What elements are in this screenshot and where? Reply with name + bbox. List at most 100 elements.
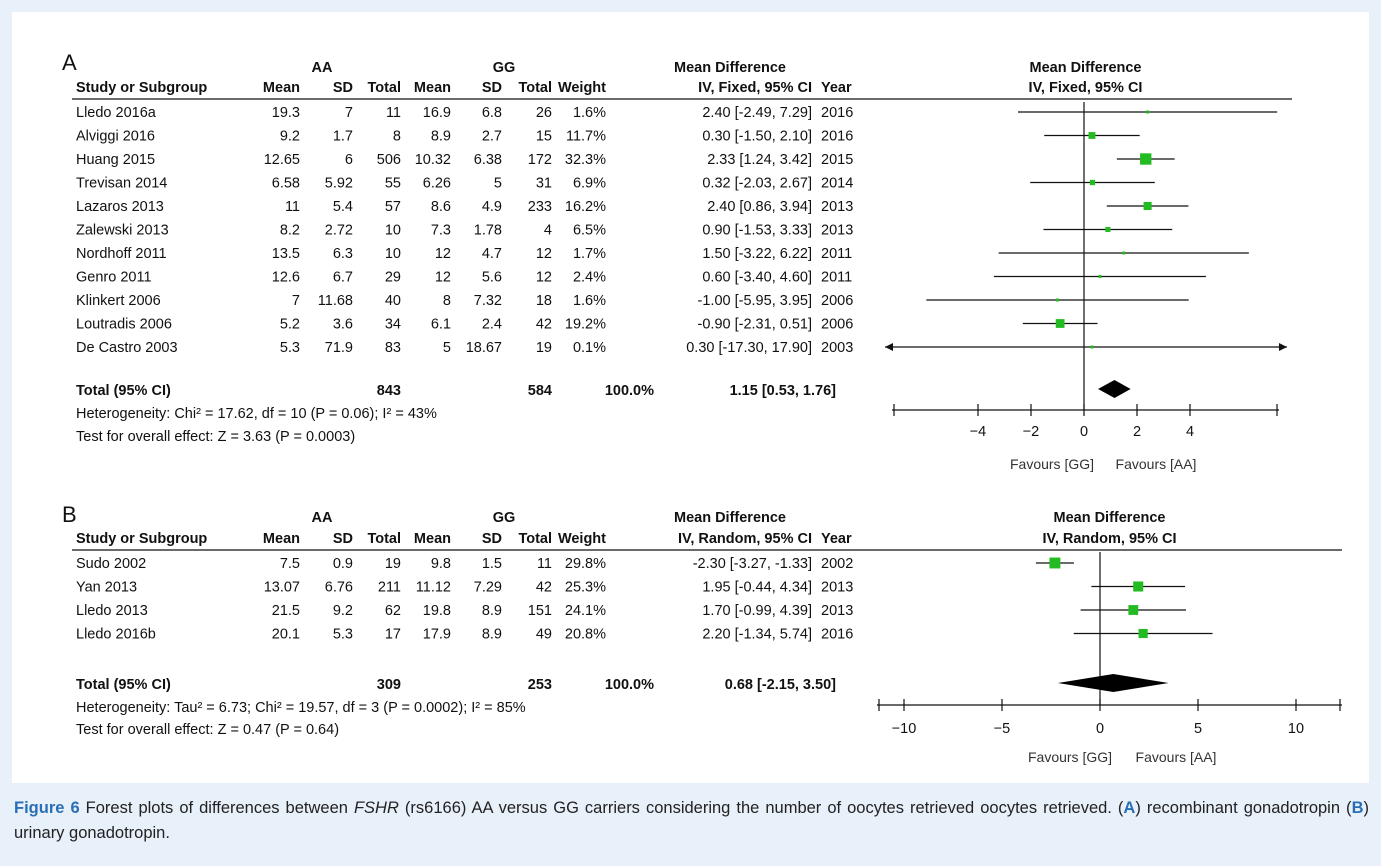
panel-b-total-ci: 0.68 [-2.15, 3.50] xyxy=(725,677,836,693)
panel-b-row-0-year: 2002 xyxy=(821,556,853,572)
panel-a-row-2-mean1: 12.65 xyxy=(264,152,300,168)
panel-a-row-2-total2: 172 xyxy=(528,152,552,168)
panel-a-favours-left: Favours [GG] xyxy=(1010,456,1094,472)
panel-a-row-0-mean1: 19.3 xyxy=(272,105,300,121)
panel-a-header-9: Year xyxy=(821,80,852,96)
panel-a-row-3-total1: 55 xyxy=(385,176,401,192)
panel-a-row-10-arrow-right xyxy=(1279,343,1287,351)
panel-a-row-1-sd1: 1.7 xyxy=(333,129,353,145)
panel-b-row-3-sd1: 5.3 xyxy=(333,627,353,643)
panel-a-header-3: Total xyxy=(367,80,401,96)
panel-a-row-9-mean2: 6.1 xyxy=(431,317,451,333)
panel-b-row-3-year: 2016 xyxy=(821,627,853,643)
panel-a-row-4-sd2: 4.9 xyxy=(482,199,502,215)
panel-a-row-8-mean1: 7 xyxy=(292,293,300,309)
panel-b-header-6: Total xyxy=(518,531,552,547)
panel-b-header-9: Year xyxy=(821,531,852,547)
panel-b-row-2-sd2: 8.9 xyxy=(482,603,502,619)
panel-b-total-n2: 253 xyxy=(528,677,552,693)
panel-b-header-3: Total xyxy=(367,531,401,547)
panel-a-total-label: Total (95% CI) xyxy=(76,383,171,399)
panel-b-row-3-mean2: 17.9 xyxy=(423,627,451,643)
panel-a-row-9-mean1: 5.2 xyxy=(280,317,300,333)
panel-a-favours-right: Favours [AA] xyxy=(1116,456,1197,472)
panel-a-row-6-total1: 10 xyxy=(385,246,401,262)
panel-a-row-0-total1: 11 xyxy=(386,105,401,121)
panel-a-row-9-year: 2006 xyxy=(821,317,853,333)
panel-a-row-1-study: Alviggi 2016 xyxy=(76,129,155,145)
panel-b-group2-label: GG xyxy=(493,510,516,526)
panel-b-row-3-ci: 2.20 [-1.34, 5.74] xyxy=(702,627,812,643)
panel-b-row-0-sd1: 0.9 xyxy=(333,556,353,572)
panel-b-row-2-ci: 1.70 [-0.99, 4.39] xyxy=(702,603,812,619)
panel-a-row-1-weight: 11.7% xyxy=(566,129,606,145)
panel-b-letter: B xyxy=(62,502,77,527)
panel-b-plot-subtitle: IV, Random, 95% CI xyxy=(1042,531,1176,547)
panel-b-row-2-marker xyxy=(1128,605,1139,615)
panel-a-row-4-study: Lazaros 2013 xyxy=(76,199,164,215)
panel-a-row-7-total2: 12 xyxy=(536,270,552,286)
panel-a-row-4-marker xyxy=(1143,201,1152,211)
panel-a-row-2-year: 2015 xyxy=(821,152,853,168)
panel-a-row-1-year: 2016 xyxy=(821,129,853,145)
caption-text-4: ) urinary gonadotropin. xyxy=(14,799,1369,842)
panel-a-tick-label-4: 4 xyxy=(1186,424,1194,440)
panel-a-row-4-total1: 57 xyxy=(385,199,401,215)
panel-a-row-5-mean2: 7.3 xyxy=(431,223,451,239)
panel-a-row-8-study: Klinkert 2006 xyxy=(76,293,161,309)
panel-a-row-7-ci: 0.60 [-3.40, 4.60] xyxy=(702,270,812,286)
panel-a-tick-label-3: 2 xyxy=(1133,424,1141,440)
panel-b-row-3-study: Lledo 2016b xyxy=(76,627,156,643)
panel-a-header-1: Mean xyxy=(263,80,300,96)
panel-a-overall-effect: Test for overall effect: Z = 3.63 (P = 0… xyxy=(76,429,355,445)
panel-a-row-1-mean2: 8.9 xyxy=(431,129,451,145)
panel-b-row-1-weight: 25.3% xyxy=(565,580,606,596)
panel-a-row-9-total1: 34 xyxy=(385,317,401,333)
panel-b-row-3-sd2: 8.9 xyxy=(482,627,502,643)
panel-b-row-0-total1: 19 xyxy=(385,556,401,572)
panel-a-row-8-weight: 1.6% xyxy=(573,293,606,309)
panel-a-row-6-mean1: 13.5 xyxy=(272,246,300,262)
panel-a-row-2-total1: 506 xyxy=(377,152,401,168)
panel-b-row-0-marker xyxy=(1049,557,1061,569)
panel-a-header-4: Mean xyxy=(414,80,451,96)
panel-a-total-n2: 584 xyxy=(528,383,552,399)
panel-a-row-8-mean2: 8 xyxy=(443,293,451,309)
panel-a-row-5-weight: 6.5% xyxy=(573,223,606,239)
panel-b-row-1-study: Yan 2013 xyxy=(76,580,137,596)
panel-b-row-1-mean1: 13.07 xyxy=(264,580,300,596)
panel-a-row-10-mean1: 5.3 xyxy=(280,340,300,356)
panel-b-row-2-total2: 151 xyxy=(528,603,552,619)
panel-b-row-0-sd2: 1.5 xyxy=(482,556,502,572)
panel-a-row-5-ci: 0.90 [-1.53, 3.33] xyxy=(702,223,812,239)
panel-b-row-0-study: Sudo 2002 xyxy=(76,556,146,572)
panel-a-row-1-total2: 15 xyxy=(536,129,552,145)
panel-a-row-8-year: 2006 xyxy=(821,293,853,309)
panel-a-row-4-sd1: 5.4 xyxy=(333,199,353,215)
panel-b-row-3-total2: 49 xyxy=(536,627,552,643)
panel-b-row-2-weight: 24.1% xyxy=(565,603,606,619)
panel-a-header-6: Total xyxy=(518,80,552,96)
panel-a-row-3-year: 2014 xyxy=(821,176,853,192)
panel-a-row-1-total1: 8 xyxy=(393,129,401,145)
panel-b-row-1-mean2: 11.12 xyxy=(416,580,451,596)
panel-b-row-2-mean2: 19.8 xyxy=(423,603,451,619)
panel-a-row-3-sd2: 5 xyxy=(494,176,502,192)
panel-a-row-6-weight: 1.7% xyxy=(573,246,606,262)
panel-b-row-1-ci: 1.95 [-0.44, 4.34] xyxy=(702,580,812,596)
panel-b-tick-label-1: −5 xyxy=(994,721,1011,737)
panel-a-row-5-mean1: 8.2 xyxy=(280,223,300,239)
panel-b-row-0-mean1: 7.5 xyxy=(280,556,300,572)
panel-a-row-9-weight: 19.2% xyxy=(565,317,606,333)
panel-a-row-0-sd1: 7 xyxy=(345,105,353,121)
panel-b-row-3-marker xyxy=(1138,628,1148,639)
panel-a-row-4-ci: 2.40 [0.86, 3.94] xyxy=(707,199,812,215)
panel-b-row-3-mean1: 20.1 xyxy=(272,627,300,643)
panel-b-tick-label-3: 5 xyxy=(1194,721,1202,737)
panel-a-row-7-mean1: 12.6 xyxy=(272,270,300,286)
panel-b-heterogeneity: Heterogeneity: Tau² = 6.73; Chi² = 19.57… xyxy=(76,700,526,716)
panel-a-group2-label: GG xyxy=(493,60,516,76)
panel-a-row-7-sd1: 6.7 xyxy=(333,270,353,286)
panel-b-header-5: SD xyxy=(482,531,502,547)
